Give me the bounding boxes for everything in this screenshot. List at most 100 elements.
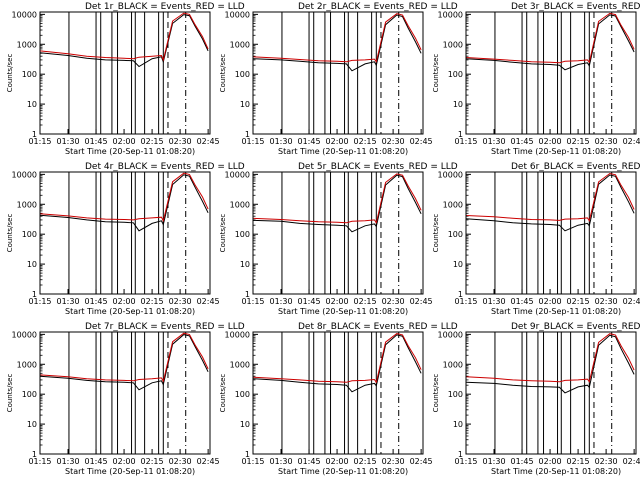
- x-tick-label: 02:30: [382, 297, 405, 306]
- panel-title: Det 9r_BLACK = Events_RED = LLD: [511, 322, 640, 332]
- y-tick-label: 100: [235, 390, 250, 399]
- detector-panel: Det 3r_BLACK = Events_RED = LLD 1 10 100 100…: [432, 2, 640, 156]
- x-tick-label: 02:00: [326, 137, 349, 146]
- x-tick-label: 02:00: [326, 297, 349, 306]
- series-line: [252, 174, 422, 233]
- detector-panel: Det 8r_BLACK = Events_RED = LLD 1 10 100 100…: [219, 322, 458, 476]
- x-tick-label: 01:45: [298, 457, 321, 466]
- x-tick-label: 02:30: [595, 297, 618, 306]
- y-tick-label: 1000: [17, 360, 37, 369]
- x-tick-label: 01:30: [269, 297, 292, 306]
- y-tick-label: 1: [458, 450, 463, 459]
- series-line: [39, 12, 209, 62]
- detector-panel: Det 5r_BLACK = Events_RED = LLD 1 10 100 100…: [219, 162, 458, 316]
- y-tick-label: 1000: [443, 200, 463, 209]
- x-tick-label: 02:45: [197, 137, 220, 146]
- x-tick-label: 02:30: [169, 137, 192, 146]
- series-line: [39, 14, 209, 68]
- panel-title: Det 2r_BLACK = Events_RED = LLD: [298, 2, 458, 12]
- panel-title: Det 5r_BLACK = Events_RED = LLD: [298, 162, 458, 172]
- series-line: [465, 12, 635, 64]
- x-tick-label: 02:15: [141, 297, 164, 306]
- y-axis-label: Counts/sec: [219, 214, 227, 253]
- y-tick-label: 1: [245, 130, 250, 139]
- x-tick-label: 01:15: [454, 297, 477, 306]
- x-tick-label: 01:45: [298, 137, 321, 146]
- series-line: [465, 14, 635, 71]
- detector-panel: Det 7r_BLACK = Events_RED = LLD 1 10 100 100…: [6, 322, 245, 476]
- x-axis-label: Start Time (20-Sep-11 01:08:20): [491, 467, 621, 476]
- series-line: [465, 334, 635, 394]
- plot-frame: [252, 11, 424, 135]
- detector-panel: Det 2r_BLACK = Events_RED = LLD 1 10 100 100…: [219, 2, 458, 156]
- y-tick-label: 10: [453, 420, 463, 429]
- y-axis-label: Counts/sec: [432, 54, 440, 93]
- x-tick-label: 01:45: [511, 297, 534, 306]
- series-line: [465, 172, 635, 223]
- x-tick-label: 02:30: [169, 297, 192, 306]
- x-tick-label: 02:15: [141, 137, 164, 146]
- y-tick-label: 1: [32, 290, 37, 299]
- y-tick-label: 10000: [225, 330, 250, 339]
- y-axis-label: Counts/sec: [6, 374, 14, 413]
- y-tick-label: 1: [245, 290, 250, 299]
- series-line: [39, 334, 209, 391]
- y-axis-label: Counts/sec: [6, 54, 14, 93]
- detector-panel: Det 6r_BLACK = Events_RED = LLD 1 10 100 100…: [432, 162, 640, 316]
- y-tick-label: 10: [240, 260, 250, 269]
- x-axis-label: Start Time (20-Sep-11 01:08:20): [65, 467, 195, 476]
- y-tick-label: 10: [240, 100, 250, 109]
- x-tick-label: 02:15: [567, 297, 590, 306]
- x-tick-label: 02:15: [354, 457, 377, 466]
- x-tick-label: 02:30: [595, 137, 618, 146]
- x-tick-label: 02:45: [410, 457, 433, 466]
- panel-title: Det 4r_BLACK = Events_RED = LLD: [85, 162, 245, 172]
- y-tick-label: 10: [240, 420, 250, 429]
- x-axis-label: Start Time (20-Sep-11 01:08:20): [65, 307, 195, 316]
- x-tick-label: 02:45: [623, 297, 640, 306]
- detector-panel: Det 4r_BLACK = Events_RED = LLD 1 10 100 100…: [6, 162, 245, 316]
- plot-frame: [465, 171, 637, 295]
- y-tick-label: 1000: [17, 40, 37, 49]
- x-tick-label: 02:00: [113, 457, 136, 466]
- series-line: [252, 14, 422, 72]
- x-tick-label: 02:45: [623, 457, 640, 466]
- y-tick-label: 10000: [225, 10, 250, 19]
- y-tick-label: 1000: [17, 200, 37, 209]
- x-tick-label: 02:45: [410, 297, 433, 306]
- x-tick-label: 02:30: [382, 457, 405, 466]
- y-tick-label: 10: [453, 100, 463, 109]
- plot-frame: [39, 331, 211, 455]
- x-tick-label: 02:00: [539, 297, 562, 306]
- x-tick-label: 02:30: [169, 457, 192, 466]
- x-tick-label: 02:15: [354, 297, 377, 306]
- plot-frame: [39, 11, 211, 135]
- plot-frame: [465, 11, 637, 135]
- y-tick-label: 100: [22, 70, 37, 79]
- y-tick-label: 10000: [438, 170, 463, 179]
- series-line: [252, 173, 422, 225]
- x-tick-label: 01:45: [511, 457, 534, 466]
- detector-panel: Det 1r_BLACK = Events_RED = LLD 1 10 100 100…: [6, 2, 245, 156]
- y-tick-label: 1000: [230, 360, 250, 369]
- x-tick-label: 01:30: [269, 137, 292, 146]
- y-tick-label: 10000: [12, 10, 37, 19]
- x-tick-label: 01:15: [28, 457, 51, 466]
- x-tick-label: 01:30: [56, 297, 79, 306]
- x-tick-label: 02:15: [141, 457, 164, 466]
- x-tick-label: 02:00: [113, 297, 136, 306]
- x-tick-label: 01:15: [28, 137, 51, 146]
- plot-frame: [465, 331, 637, 455]
- y-tick-label: 1: [458, 290, 463, 299]
- x-tick-label: 02:00: [539, 137, 562, 146]
- x-tick-label: 01:15: [241, 457, 264, 466]
- series-line: [252, 334, 422, 393]
- x-tick-label: 02:45: [410, 137, 433, 146]
- y-axis-label: Counts/sec: [6, 214, 14, 253]
- x-tick-label: 02:15: [567, 457, 590, 466]
- x-axis-label: Start Time (20-Sep-11 01:08:20): [65, 147, 195, 156]
- detector-panel: Det 9r_BLACK = Events_RED = LLD 1 10 100 100…: [432, 322, 640, 476]
- y-tick-label: 1000: [443, 360, 463, 369]
- plot-frame: [252, 171, 424, 295]
- series-line: [252, 333, 422, 384]
